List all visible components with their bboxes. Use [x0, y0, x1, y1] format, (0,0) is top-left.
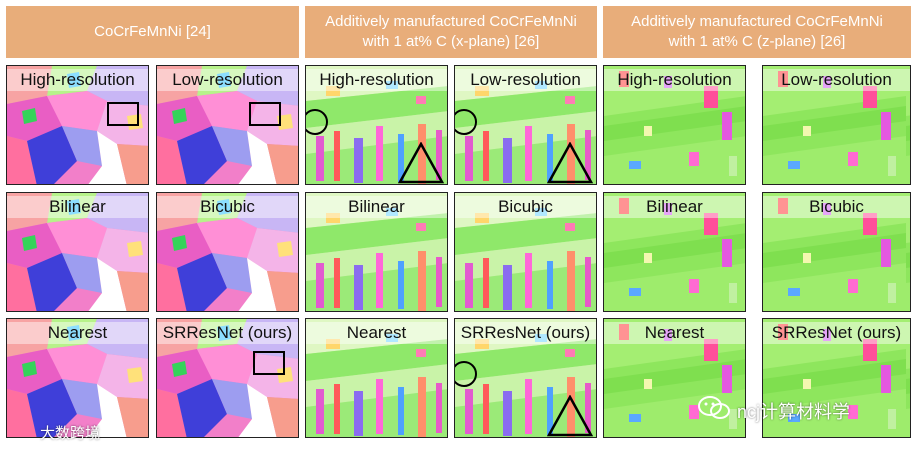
ebsd-map [7, 193, 148, 311]
circle-marker [455, 361, 477, 387]
ebsd-map [763, 66, 910, 184]
ebsd-map [763, 319, 910, 437]
tile-label: Bicubic [763, 196, 910, 218]
tile-x-plane-srresnet: SRResNet (ours) [454, 318, 597, 438]
header-line: with 1 at% C (z-plane) [26] [668, 33, 846, 50]
tile-label: Nearest [604, 322, 745, 344]
tile-z-plane-high-resolution: High-resolution [603, 65, 746, 185]
tile-label: SRResNet (ours) [157, 322, 298, 344]
square-marker [249, 102, 281, 126]
tile-cocrfemnni-nearest: Nearest [6, 318, 149, 438]
ebsd-map [763, 193, 910, 311]
triangle-marker [547, 395, 593, 437]
tile-label: Bilinear [7, 196, 148, 218]
tile-z-plane-bicubic: Bicubic [762, 192, 911, 312]
tile-cocrfemnni-bicubic: Bicubic [156, 192, 299, 312]
tile-cocrfemnni-srresnet: SRResNet (ours) [156, 318, 299, 438]
tile-label: High-resolution [604, 69, 745, 91]
tile-label: Nearest [306, 322, 447, 344]
tile-x-plane-bicubic: Bicubic [454, 192, 597, 312]
ebsd-map [306, 319, 447, 437]
ebsd-map [455, 193, 596, 311]
header-z-plane: Additively manufactured CoCrFeMnNi with … [603, 6, 911, 58]
tile-x-plane-nearest: Nearest [305, 318, 448, 438]
ebsd-map [157, 193, 298, 311]
ebsd-map [455, 66, 596, 184]
ebsd-map [306, 193, 447, 311]
tile-label: Low-resolution [455, 69, 596, 91]
tile-label: SRResNet (ours) [455, 322, 596, 344]
tile-label: High-resolution [306, 69, 447, 91]
header-line: Additively manufactured CoCrFeMnNi [325, 13, 577, 30]
watermark-right: ncj计算材料学 [737, 402, 851, 422]
tile-cocrfemnni-bilinear: Bilinear [6, 192, 149, 312]
tile-label: Bicubic [455, 196, 596, 218]
header-line: Additively manufactured CoCrFeMnNi [631, 13, 883, 30]
tile-label: Low-resolution [157, 69, 298, 91]
triangle-marker [547, 142, 593, 184]
tile-label: High-resolution [7, 69, 148, 91]
tile-x-plane-bilinear: Bilinear [305, 192, 448, 312]
tile-z-plane-bilinear: Bilinear [603, 192, 746, 312]
square-marker [107, 102, 139, 126]
wechat-icon [698, 396, 730, 419]
circle-marker [455, 109, 477, 135]
header-line: with 1 at% C (x-plane) [26] [362, 33, 540, 50]
header-x-plane: Additively manufactured CoCrFeMnNi with … [305, 6, 597, 58]
watermark-left: 大数跨境 [40, 425, 101, 442]
tile-z-plane-nearest: Nearest [603, 318, 746, 438]
header-line: CoCrFeMnNi [24] [94, 23, 211, 40]
tile-label: Bilinear [604, 196, 745, 218]
ebsd-map [604, 193, 745, 311]
ebsd-map [157, 319, 298, 437]
tile-cocrfemnni-high-resolution: High-resolution [6, 65, 149, 185]
tile-x-plane-low-resolution: Low-resolution [454, 65, 597, 185]
circle-marker [306, 109, 328, 135]
ebsd-map [455, 319, 596, 437]
tile-z-plane-low-resolution: Low-resolution [762, 65, 911, 185]
ebsd-map [7, 319, 148, 437]
tile-cocrfemnni-low-resolution: Low-resolution [156, 65, 299, 185]
tile-label: Bicubic [157, 196, 298, 218]
tile-label: Low-resolution [763, 69, 910, 91]
square-marker [253, 351, 285, 375]
tile-label: Bilinear [306, 196, 447, 218]
triangle-marker [398, 142, 444, 184]
tile-label: SRResNet (ours) [763, 322, 910, 344]
tile-label: Nearest [7, 322, 148, 344]
ebsd-map [604, 66, 745, 184]
tile-z-plane-srresnet: SRResNet (ours) [762, 318, 911, 438]
header-cocrfemnni: CoCrFeMnNi [24] [6, 6, 299, 58]
ebsd-map [306, 66, 447, 184]
tile-x-plane-high-resolution: High-resolution [305, 65, 448, 185]
